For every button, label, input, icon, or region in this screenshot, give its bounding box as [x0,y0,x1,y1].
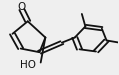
Text: O: O [17,2,25,12]
Text: HO: HO [20,60,36,70]
